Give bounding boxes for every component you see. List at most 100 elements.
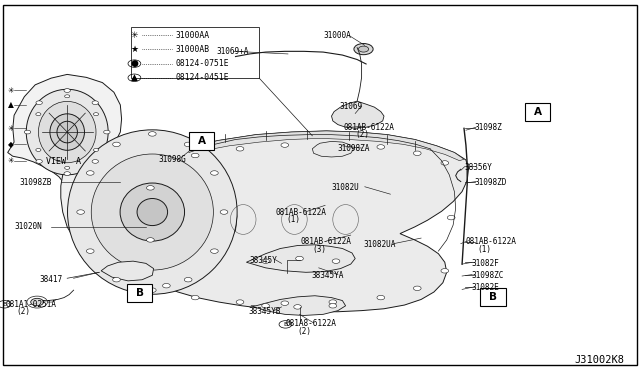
Bar	[131, 27, 259, 78]
Ellipse shape	[50, 114, 84, 150]
Text: 38356Y: 38356Y	[465, 163, 492, 172]
Circle shape	[93, 148, 99, 151]
Circle shape	[220, 210, 228, 214]
Polygon shape	[8, 74, 122, 194]
Text: 08124-0451E: 08124-0451E	[176, 73, 230, 82]
Circle shape	[281, 301, 289, 305]
Text: 081AB-6122A: 081AB-6122A	[466, 237, 516, 246]
Text: 31098ZC: 31098ZC	[471, 271, 504, 280]
Circle shape	[211, 249, 218, 253]
Text: ◆: ◆	[8, 140, 13, 149]
Text: 31098Z: 31098Z	[475, 123, 502, 132]
Circle shape	[65, 166, 70, 169]
Circle shape	[413, 151, 421, 155]
Polygon shape	[134, 131, 468, 312]
Text: (1): (1)	[287, 215, 301, 224]
Circle shape	[377, 145, 385, 149]
Text: B: B	[136, 288, 143, 298]
Circle shape	[262, 259, 269, 263]
Text: ▲: ▲	[131, 73, 138, 82]
Circle shape	[413, 286, 421, 291]
Text: ★: ★	[131, 45, 138, 54]
Text: A: A	[198, 137, 205, 146]
Text: 31000A: 31000A	[323, 31, 351, 40]
Circle shape	[36, 148, 41, 151]
Circle shape	[113, 278, 120, 282]
Text: 31098ZB: 31098ZB	[19, 178, 52, 187]
Text: 38345Y: 38345Y	[250, 256, 277, 265]
Circle shape	[281, 143, 289, 147]
Circle shape	[354, 44, 373, 55]
Text: 081A1-0251A: 081A1-0251A	[5, 300, 56, 309]
Polygon shape	[251, 296, 346, 315]
Text: 31098ZA: 31098ZA	[338, 144, 371, 153]
Circle shape	[24, 130, 31, 134]
Circle shape	[147, 186, 154, 190]
Text: J31002K8: J31002K8	[574, 355, 624, 365]
Text: ✳: ✳	[8, 156, 14, 165]
Text: ✳: ✳	[8, 124, 14, 133]
Circle shape	[262, 304, 269, 308]
Text: 31082F: 31082F	[471, 259, 499, 267]
Ellipse shape	[67, 130, 237, 294]
Circle shape	[163, 283, 170, 288]
Text: 31020N: 31020N	[14, 222, 42, 231]
Circle shape	[92, 160, 99, 163]
Text: 081AB-6122A: 081AB-6122A	[343, 123, 394, 132]
Ellipse shape	[92, 154, 213, 270]
Circle shape	[447, 215, 455, 220]
Ellipse shape	[120, 183, 184, 241]
Circle shape	[36, 101, 42, 105]
Text: 31000AA: 31000AA	[176, 31, 210, 40]
Circle shape	[441, 161, 449, 165]
Circle shape	[236, 147, 244, 151]
Polygon shape	[101, 261, 154, 281]
Text: 31082UA: 31082UA	[364, 240, 396, 249]
Circle shape	[64, 172, 70, 176]
Text: 31069: 31069	[339, 102, 362, 110]
Circle shape	[86, 171, 94, 175]
Ellipse shape	[26, 89, 108, 175]
Circle shape	[86, 249, 94, 253]
Polygon shape	[182, 131, 464, 161]
Circle shape	[147, 238, 154, 242]
Text: 081AB-6122A: 081AB-6122A	[301, 237, 351, 246]
Circle shape	[36, 113, 41, 116]
Text: VIEW  A: VIEW A	[47, 157, 81, 166]
Circle shape	[332, 259, 340, 263]
Text: A: A	[534, 108, 541, 117]
Text: (2): (2)	[297, 327, 311, 336]
Circle shape	[329, 142, 337, 147]
Polygon shape	[332, 101, 384, 128]
FancyBboxPatch shape	[189, 132, 214, 150]
Ellipse shape	[137, 199, 168, 225]
Circle shape	[36, 160, 42, 163]
Circle shape	[191, 295, 199, 300]
FancyBboxPatch shape	[127, 284, 152, 302]
Text: ✳: ✳	[8, 86, 14, 94]
Circle shape	[92, 101, 99, 105]
Circle shape	[31, 298, 44, 306]
Circle shape	[93, 113, 99, 116]
Circle shape	[329, 300, 337, 304]
Circle shape	[236, 300, 244, 304]
Text: ●: ●	[131, 59, 138, 68]
Circle shape	[184, 278, 192, 282]
Text: 081A8-6122A: 081A8-6122A	[285, 319, 336, 328]
Circle shape	[148, 288, 156, 292]
Text: 31082E: 31082E	[471, 283, 499, 292]
Text: 31098G: 31098G	[159, 155, 186, 164]
Circle shape	[64, 89, 70, 92]
Text: 31082U: 31082U	[332, 183, 359, 192]
Circle shape	[441, 269, 449, 273]
FancyBboxPatch shape	[525, 103, 550, 121]
Text: 31000AB: 31000AB	[176, 45, 210, 54]
Text: (2): (2)	[17, 307, 31, 316]
Text: 38345YB: 38345YB	[248, 307, 281, 316]
Text: (1): (1)	[477, 245, 492, 254]
Ellipse shape	[38, 101, 96, 163]
Circle shape	[296, 256, 303, 261]
Text: 38345YA: 38345YA	[311, 271, 344, 280]
Polygon shape	[312, 141, 353, 157]
Text: 081AB-6122A: 081AB-6122A	[275, 208, 326, 217]
